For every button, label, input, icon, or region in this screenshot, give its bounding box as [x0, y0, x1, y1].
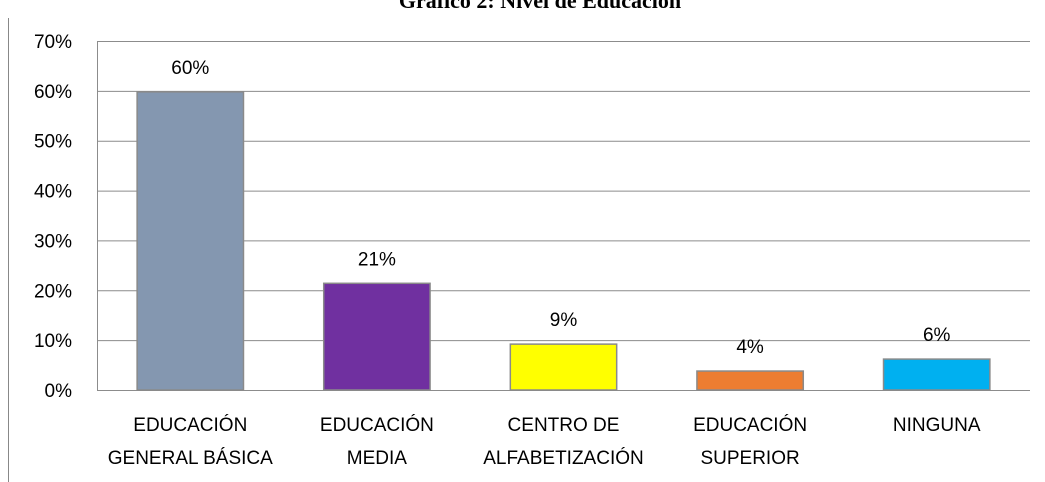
- bar: [882, 358, 991, 391]
- bar: [322, 282, 431, 391]
- data-label: 60%: [171, 58, 209, 79]
- y-tick-label: 20%: [34, 281, 72, 302]
- x-tick-label: EDUCACIÓN: [693, 414, 807, 436]
- data-label: 21%: [358, 249, 396, 270]
- y-tick-label: 50%: [34, 132, 72, 153]
- x-tick-label: EDUCACIÓN: [320, 414, 434, 436]
- data-label: 9%: [550, 310, 578, 331]
- y-tick-label: 0%: [45, 381, 73, 402]
- y-tick-label: 70%: [34, 32, 72, 53]
- x-tick-label: CENTRO DE: [508, 415, 620, 436]
- bar: [696, 370, 805, 391]
- y-tick-label: 10%: [34, 331, 72, 352]
- x-tick-label: NINGUNA: [893, 415, 981, 436]
- y-tick-label: 30%: [34, 231, 72, 252]
- x-tick-label: MEDIA: [347, 448, 408, 469]
- data-label: 6%: [923, 325, 951, 346]
- bar: [509, 343, 618, 391]
- bar: [136, 91, 245, 391]
- y-tick-label: 40%: [34, 182, 72, 203]
- x-tick-label: SUPERIOR: [700, 448, 799, 469]
- x-tick-label: EDUCACIÓN: [133, 414, 247, 436]
- y-tick-label: 60%: [34, 82, 72, 103]
- data-label: 4%: [736, 337, 764, 358]
- chart-title: Gráfico 2: Nivel de Educación: [399, 0, 681, 13]
- x-tick-label: GENERAL BÁSICA: [108, 448, 273, 469]
- x-tick-label: ALFABETIZACIÓN: [483, 447, 643, 469]
